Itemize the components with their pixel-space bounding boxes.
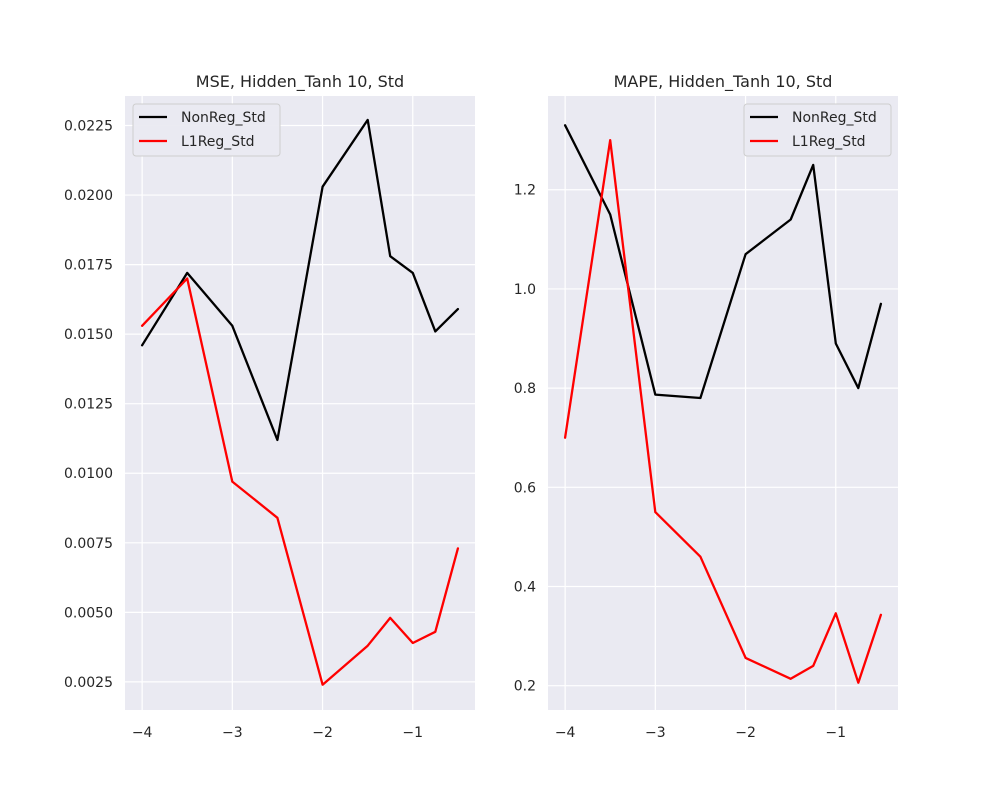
y-tick-label: 0.8 [514, 381, 536, 397]
legend-box [743, 103, 892, 157]
legend-label: NonReg_Std [181, 110, 266, 126]
y-tick-label: 0.2 [514, 679, 536, 695]
x-tick-label: −2 [312, 725, 333, 741]
y-tick-label: 0.0050 [64, 605, 113, 621]
y-tick-label: 0.4 [514, 580, 536, 596]
series-line-nonreg-std [140, 118, 460, 442]
legend-label: NonReg_Std [792, 110, 877, 126]
x-tick-label: −4 [555, 725, 576, 741]
x-tick-label: −2 [735, 725, 756, 741]
plot-area [125, 96, 475, 710]
legend-box [132, 103, 281, 157]
chart-panel-2: −4 −3 −2 −1 0.2 0.4 0.6 0.8 1.0 1.2 MAPE, Hidden_T… [514, 72, 898, 741]
y-tick-label: 0.0025 [64, 675, 113, 691]
y-tick-label: 0.0075 [64, 536, 113, 552]
x-tick-label: −3 [645, 725, 666, 741]
chart-title: MAPE, Hidden_Tanh 10, Std [614, 72, 833, 92]
legend-label: L1Reg_Std [181, 134, 255, 150]
chart-panel-1: −4 −3 −2 −1 0.0025 0.0050 0.0075 0.0100 0.0125 0.… [64, 72, 475, 741]
series-line-nonreg-std [563, 124, 883, 400]
legend-label: L1Reg_Std [792, 134, 866, 150]
y-tick-label: 0.0175 [64, 258, 113, 274]
legend: NonReg_Std L1Reg_Std [743, 103, 892, 157]
y-tick-label: 0.0225 [64, 118, 113, 134]
series-line-l1reg-std [140, 277, 460, 686]
y-tick-label: 0.0150 [64, 327, 113, 343]
x-tick-label: −1 [825, 725, 846, 741]
y-tick-label: 0.0100 [64, 466, 113, 482]
y-tick-label: 0.0200 [64, 188, 113, 204]
x-tick-label: −3 [222, 725, 243, 741]
y-tick-label: 1.2 [514, 183, 536, 199]
legend: NonReg_Std L1Reg_Std [132, 103, 281, 157]
series-line-l1reg-std [563, 138, 883, 684]
y-tick-label: 0.0125 [64, 397, 113, 413]
y-tick-label: 0.6 [514, 480, 536, 496]
chart-title: MSE, Hidden_Tanh 10, Std [196, 72, 404, 92]
y-tick-label: 1.0 [514, 282, 536, 298]
x-tick-label: −1 [402, 725, 423, 741]
plot-area [548, 96, 898, 710]
x-tick-label: −4 [132, 725, 153, 741]
